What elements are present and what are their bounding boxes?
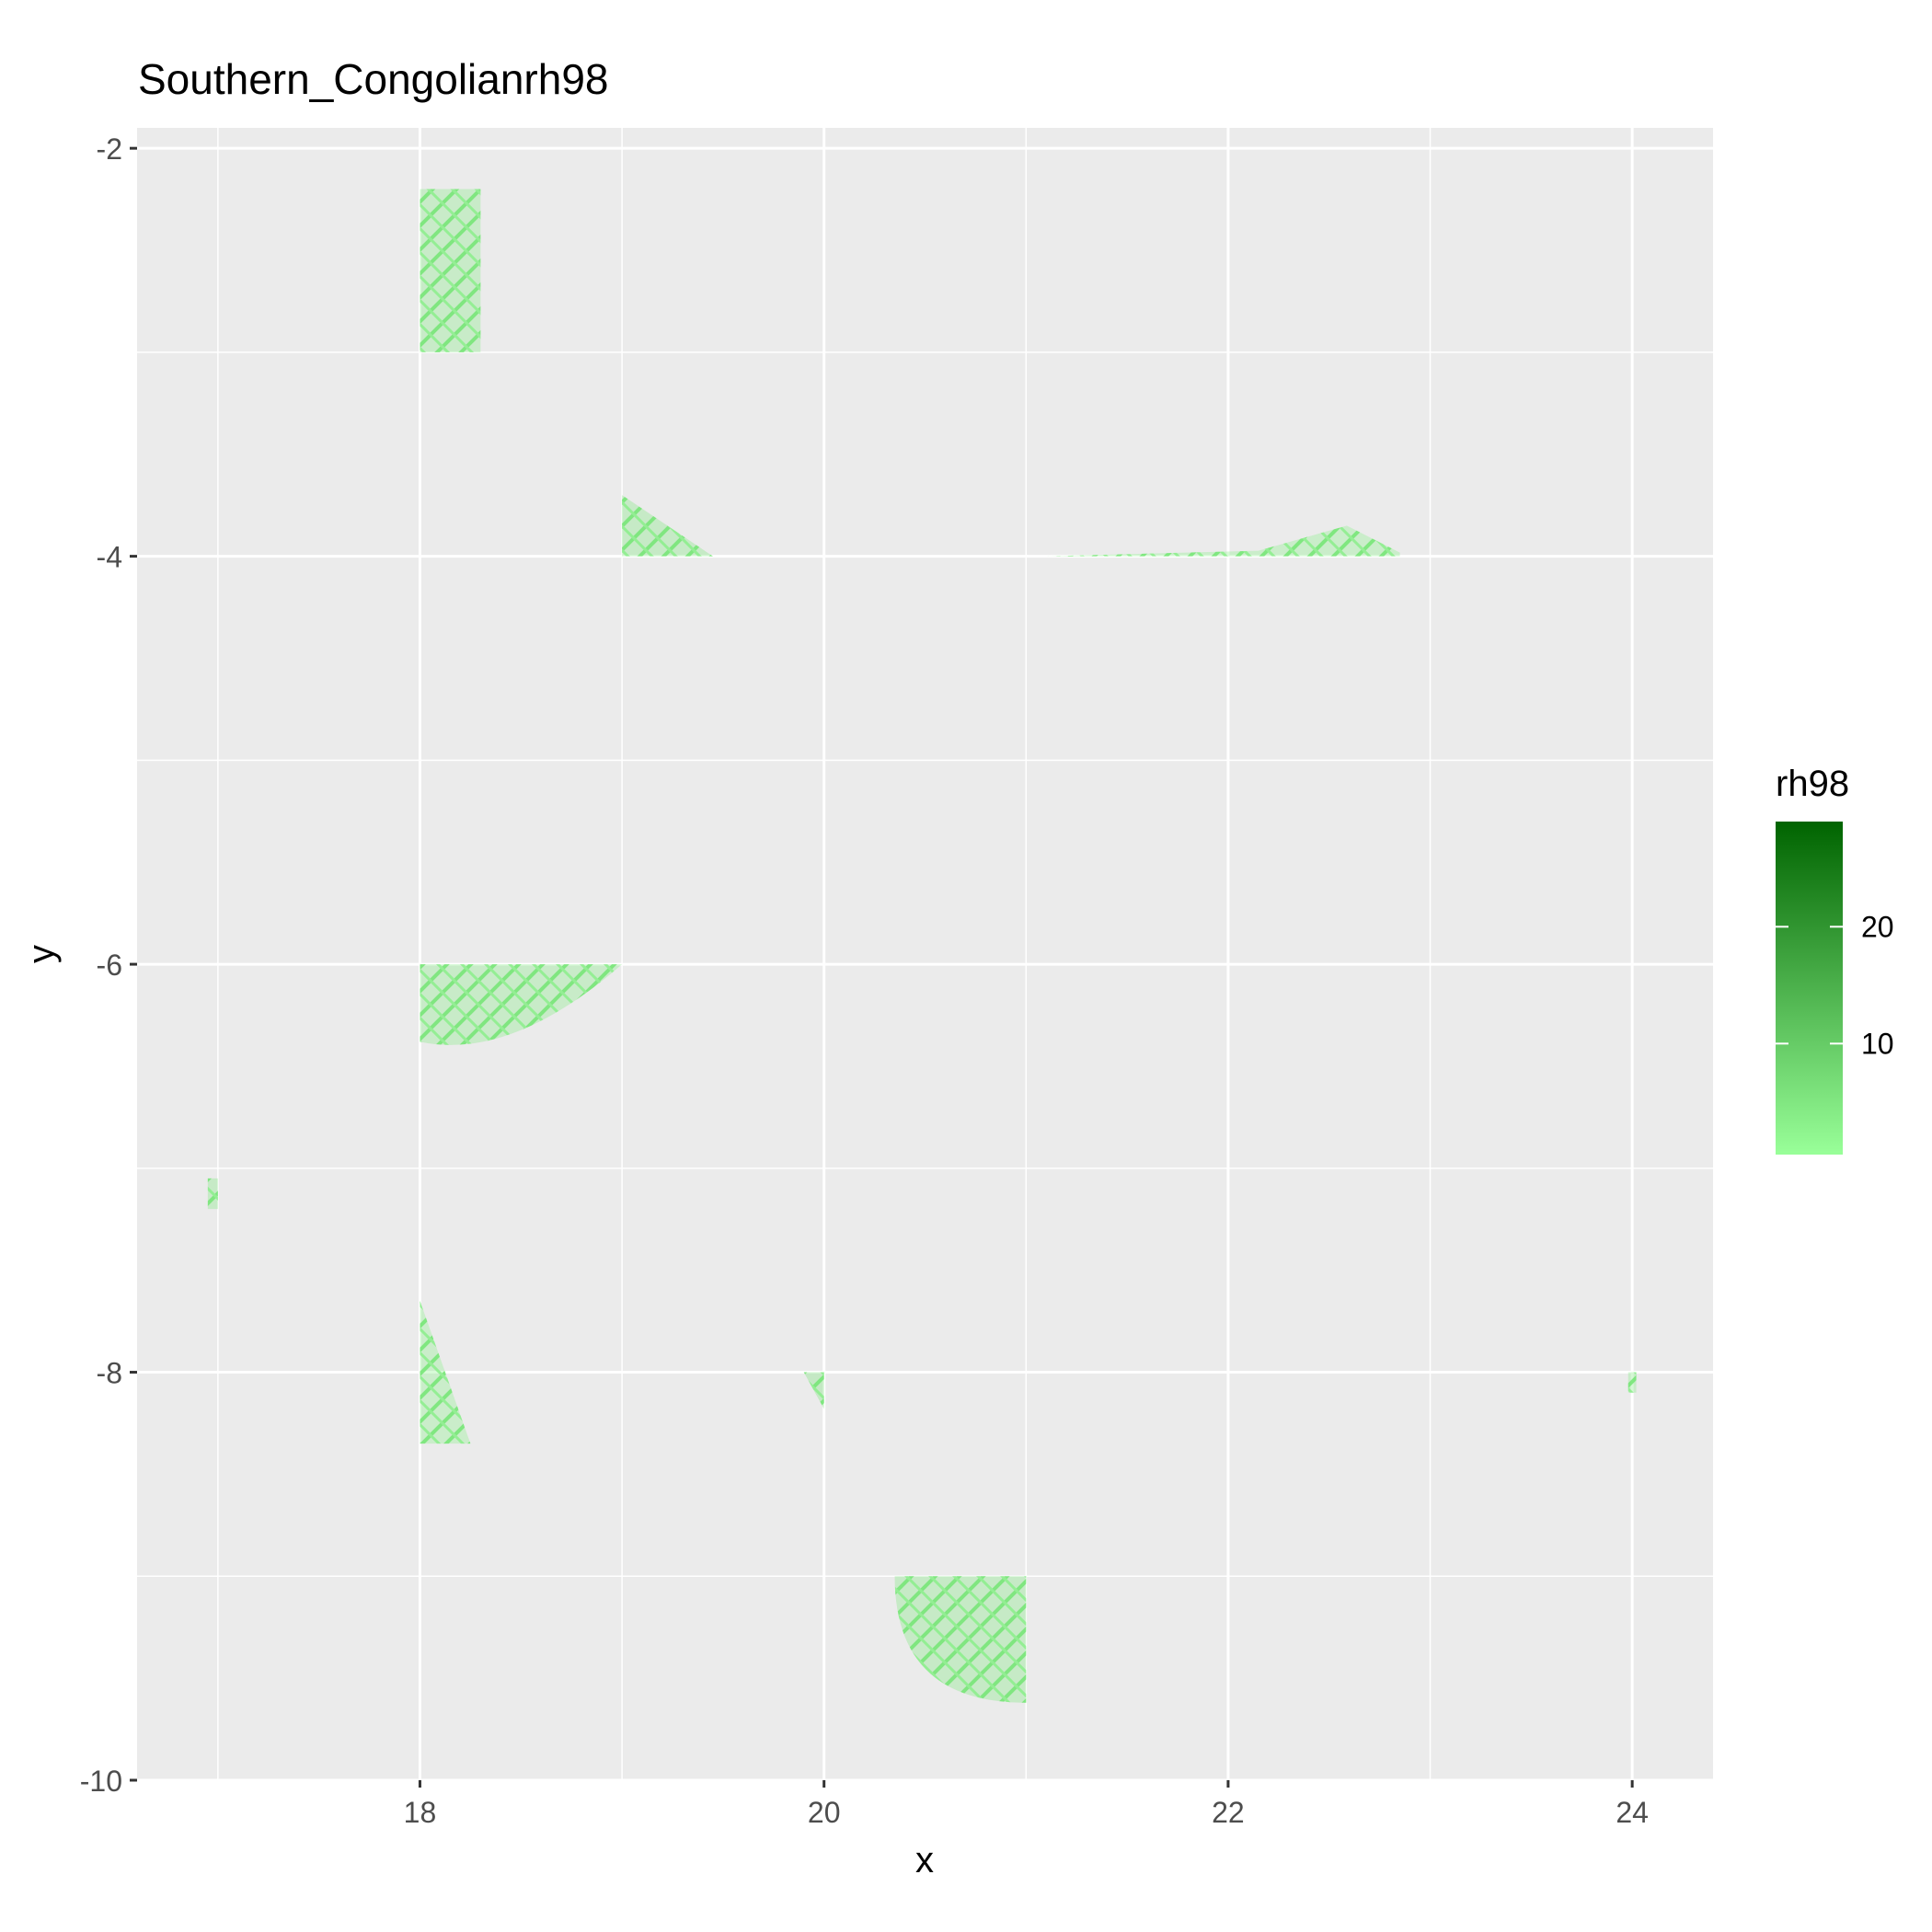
x-tick-label: 18 xyxy=(404,1796,437,1829)
raster-region-texture xyxy=(420,1300,471,1444)
x-axis-label: x xyxy=(915,1840,934,1880)
legend-tick-label: 20 xyxy=(1861,910,1894,943)
y-tick-label: -8 xyxy=(97,1357,122,1390)
y-tick-label: -6 xyxy=(97,949,122,982)
legend: rh98 10 20 xyxy=(1776,764,1894,1155)
x-tick-label: 24 xyxy=(1616,1796,1649,1829)
legend-title: rh98 xyxy=(1776,764,1849,804)
raster-region-texture xyxy=(207,1178,218,1210)
raster-region-texture xyxy=(1046,525,1400,557)
legend-colorbar xyxy=(1776,822,1843,1155)
y-axis-label: y xyxy=(21,945,62,963)
raster-regions xyxy=(207,189,1637,1703)
y-tick-label: -2 xyxy=(97,132,122,166)
y-axis: -2 -4 -6 -8 -10 xyxy=(80,132,137,1798)
raster-region-texture xyxy=(894,1576,1027,1703)
plot-panel xyxy=(137,128,1713,1780)
minor-gridlines xyxy=(137,128,1713,1780)
legend-ticks: 10 20 xyxy=(1776,910,1894,1060)
raster-region-texture xyxy=(622,495,713,557)
y-tick-label: -10 xyxy=(80,1765,122,1798)
legend-tick-label: 10 xyxy=(1861,1027,1894,1060)
raster-region-texture xyxy=(420,964,623,1045)
x-tick-label: 22 xyxy=(1212,1796,1245,1829)
x-tick-label: 20 xyxy=(808,1796,841,1829)
raster-region-texture xyxy=(803,1372,824,1409)
raster-region-texture xyxy=(1627,1372,1637,1393)
y-tick-label: -4 xyxy=(97,541,122,574)
x-axis: 18 20 22 24 xyxy=(404,1780,1649,1829)
chart-title: Southern_Congolianrh98 xyxy=(138,55,609,103)
major-gridlines xyxy=(137,128,1713,1782)
raster-region-texture xyxy=(420,189,481,352)
